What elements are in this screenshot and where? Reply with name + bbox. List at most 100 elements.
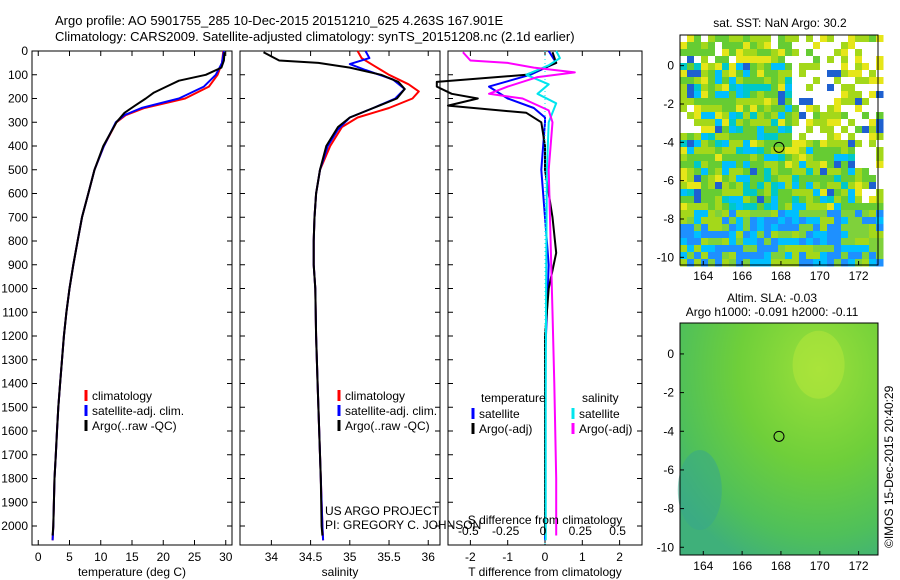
sst-cell — [855, 175, 863, 183]
sst-cell — [708, 238, 716, 246]
x-tick-label: -2 — [465, 550, 476, 564]
sst-cell — [834, 182, 842, 190]
sst-cell — [701, 217, 709, 225]
legend-header: salinity — [582, 391, 619, 405]
sst-cell — [722, 252, 730, 260]
sst-cell — [680, 49, 688, 57]
s-tick-label: 0 — [540, 524, 547, 538]
sst-cell — [757, 224, 765, 232]
y-tick-label: 1500 — [1, 400, 28, 414]
sst-cell — [862, 140, 870, 148]
sst-cell — [701, 119, 709, 127]
sst-cell — [757, 63, 765, 71]
sst-cell — [750, 119, 758, 127]
sst-cell — [834, 231, 842, 239]
sst-cell — [855, 203, 863, 211]
sst-map-frame — [679, 34, 879, 266]
sst-cell — [771, 182, 779, 190]
map-x-tick-label: 170 — [810, 559, 830, 573]
sla-map-frame — [679, 322, 879, 556]
sst-cell — [869, 126, 877, 134]
map-y-tick-label: -2 — [663, 386, 674, 400]
sst-cell — [680, 210, 688, 218]
sst-cell — [792, 175, 800, 183]
sst-cell — [799, 35, 807, 43]
sst-cell — [848, 252, 856, 260]
sst-cell — [799, 189, 807, 197]
sst-cell — [855, 119, 863, 127]
sst-cell — [806, 231, 814, 239]
sst-cell — [855, 77, 863, 85]
series-line-argo-raw-qc- — [263, 51, 406, 536]
x-tick-label: 2 — [616, 550, 623, 564]
sst-cell — [715, 189, 723, 197]
sst-cell — [736, 189, 744, 197]
sst-cell — [708, 84, 716, 92]
sst-cell — [862, 196, 870, 204]
sst-cell — [708, 112, 716, 120]
sst-cell — [792, 49, 800, 57]
sst-cell — [701, 126, 709, 134]
sst-cell — [820, 98, 828, 106]
sst-cell — [820, 63, 828, 71]
sst-cell — [736, 126, 744, 134]
sst-cell — [764, 56, 772, 64]
sst-cell — [694, 77, 702, 85]
sst-cell — [729, 231, 737, 239]
x-tick-label: 1 — [579, 550, 586, 564]
sst-cell — [813, 259, 821, 267]
sst-cell — [855, 84, 863, 92]
sst-cell — [694, 140, 702, 148]
sst-cell — [834, 203, 842, 211]
sst-cell — [785, 35, 793, 43]
sst-cell — [764, 147, 772, 155]
sla-map-panel: 164 166 168 170 172 0 -2 -4 -6 -8 -10 — [657, 322, 879, 573]
sst-cell — [736, 35, 744, 43]
y-tick-label: 200 — [8, 92, 28, 106]
y-tick-label: 1300 — [1, 353, 28, 367]
sst-cell — [792, 42, 800, 50]
sst-cell — [813, 224, 821, 232]
sst-cell — [757, 161, 765, 169]
map-x-tick-label: 172 — [849, 269, 869, 283]
series-line-climatology — [312, 50, 420, 541]
sst-cell — [778, 70, 786, 78]
sst-cell — [680, 105, 688, 113]
x-tick-label: 15 — [125, 550, 139, 564]
sst-cell — [750, 140, 758, 148]
sst-cell — [694, 126, 702, 134]
sst-cell — [694, 35, 702, 43]
sst-cell — [743, 259, 751, 267]
sst-cell — [820, 77, 828, 85]
sst-cell — [855, 168, 863, 176]
sst-cell — [806, 259, 814, 267]
sst-cell — [799, 84, 807, 92]
y-tick-label: 1100 — [2, 305, 28, 319]
sst-cell — [715, 63, 723, 71]
sst-cell — [694, 91, 702, 99]
sst-cell — [799, 126, 807, 134]
s-tick-label: -0.25 — [492, 524, 520, 538]
sst-cell — [785, 126, 793, 134]
sst-cell — [694, 217, 702, 225]
sst-cell — [778, 224, 786, 232]
sst-cell — [827, 56, 835, 64]
sst-cell — [722, 140, 730, 148]
sst-cell — [736, 56, 744, 64]
sst-cell — [827, 42, 835, 50]
sst-cell — [771, 133, 779, 141]
y-tick-label: 700 — [8, 210, 28, 224]
sst-cell — [792, 126, 800, 134]
sst-cell — [841, 245, 849, 253]
sst-cell — [757, 147, 765, 155]
sst-cell — [799, 175, 807, 183]
sst-cell — [680, 91, 688, 99]
sst-cell — [715, 154, 723, 162]
sst-cell — [876, 196, 884, 204]
sst-cell — [764, 42, 772, 50]
sst-cell — [813, 161, 821, 169]
sst-cell — [750, 63, 758, 71]
sst-cell — [834, 168, 842, 176]
sst-cell — [701, 91, 709, 99]
sst-cell — [820, 210, 828, 218]
